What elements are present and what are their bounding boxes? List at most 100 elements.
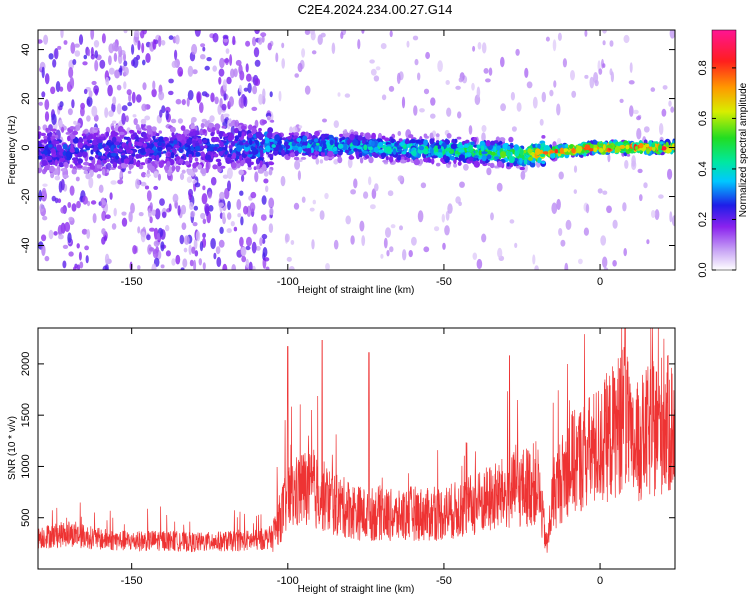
heatmap-cell (202, 139, 208, 144)
heatmap-cell (556, 198, 561, 211)
heatmap-cell (564, 262, 569, 270)
heatmap-cell (104, 148, 110, 152)
heatmap-cell (146, 190, 152, 202)
heatmap-cell (333, 159, 339, 165)
heatmap-cell (293, 202, 300, 210)
heatmap-cell (112, 120, 117, 124)
heatmap-cell (171, 165, 176, 172)
heatmap-cell (86, 229, 91, 239)
heatmap-cell (478, 149, 483, 156)
heatmap-cell (193, 238, 198, 250)
heatmap-cell (219, 57, 225, 69)
heatmap-cell (98, 142, 103, 150)
heatmap-cell (638, 142, 644, 149)
heatmap-cell (658, 144, 663, 150)
heatmap-cell (41, 234, 47, 242)
heatmap-cell (52, 59, 57, 68)
heatmap-cell (238, 64, 243, 75)
heatmap-cell (208, 122, 215, 129)
heatmap-cell (669, 211, 673, 223)
heatmap-cell (571, 147, 576, 154)
heatmap-cell (571, 90, 577, 98)
heatmap-cell (62, 174, 69, 179)
heatmap-cell (171, 258, 176, 266)
heatmap-cell (147, 159, 151, 164)
heatmap-cell (110, 152, 117, 157)
heatmap-cell (48, 144, 53, 148)
heatmap-cell (258, 127, 262, 132)
heatmap-cell (248, 261, 253, 270)
heatmap-cell (355, 152, 361, 160)
heatmap-cell (226, 167, 233, 180)
snr-ytick-label: 1500 (20, 403, 32, 427)
heatmap-cell (371, 135, 376, 139)
heatmap-cell (194, 151, 201, 157)
heatmap-cell (597, 188, 603, 194)
heatmap-cell (585, 203, 590, 214)
heatmap-cell (304, 30, 311, 35)
heatmap-cell (228, 145, 233, 149)
heatmap-cell (94, 50, 98, 59)
heatmap-cell (646, 147, 650, 155)
heatmap-cell (270, 119, 275, 123)
spectrogram-xtick-label: -150 (121, 276, 143, 288)
heatmap-cell (194, 157, 199, 162)
heatmap-cell (223, 58, 230, 63)
heatmap-cell (202, 129, 207, 134)
heatmap-cell (476, 144, 481, 149)
heatmap-cell (509, 219, 515, 224)
spectrogram-heatmap (38, 30, 675, 270)
heatmap-cell (58, 234, 64, 240)
heatmap-cell (207, 191, 212, 199)
heatmap-cell (107, 142, 113, 146)
heatmap-cell (294, 73, 300, 78)
heatmap-cell (490, 212, 494, 221)
heatmap-cell (191, 140, 197, 144)
heatmap-cell (473, 155, 479, 159)
heatmap-cell (44, 255, 50, 262)
heatmap-cell (128, 154, 133, 161)
heatmap-cell (489, 162, 495, 169)
heatmap-cell (215, 246, 221, 255)
heatmap-cell (59, 101, 64, 108)
heatmap-cell (385, 155, 389, 161)
heatmap-cell (59, 86, 64, 92)
heatmap-cell (667, 168, 673, 180)
heatmap-cell (485, 140, 491, 147)
heatmap-cell (102, 265, 109, 270)
heatmap-cell (609, 40, 614, 47)
heatmap-cell (38, 152, 41, 155)
heatmap-cell (349, 133, 355, 141)
heatmap-cell (186, 138, 193, 146)
heatmap-cell (558, 228, 563, 236)
heatmap-cell (230, 161, 237, 169)
heatmap-cell (569, 144, 574, 149)
heatmap-cell (105, 131, 110, 137)
heatmap-cell (141, 42, 145, 54)
heatmap-cell (556, 103, 561, 116)
heatmap-cell (83, 54, 88, 60)
heatmap-cell (111, 136, 117, 143)
heatmap-cell (190, 124, 195, 130)
heatmap-cell (612, 219, 618, 229)
heatmap-cell (331, 42, 336, 55)
heatmap-cell (165, 250, 171, 257)
heatmap-cell (272, 152, 279, 155)
heatmap-cell (231, 264, 236, 270)
heatmap-cell (204, 65, 210, 71)
heatmap-cell (254, 59, 261, 67)
heatmap-cell (51, 113, 57, 126)
heatmap-cell (137, 40, 141, 51)
heatmap-cell (481, 125, 487, 133)
spectrogram-ytick-label: 0 (20, 144, 32, 150)
heatmap-cell (140, 162, 146, 166)
heatmap-cell (394, 142, 399, 146)
heatmap-cell (194, 142, 200, 147)
heatmap-cell (633, 109, 639, 115)
heatmap-cell (423, 88, 430, 95)
heatmap-cell (38, 125, 41, 131)
heatmap-cell (136, 94, 142, 103)
heatmap-cell (314, 130, 320, 137)
heatmap-cell (281, 58, 286, 69)
heatmap-cell (158, 136, 165, 143)
